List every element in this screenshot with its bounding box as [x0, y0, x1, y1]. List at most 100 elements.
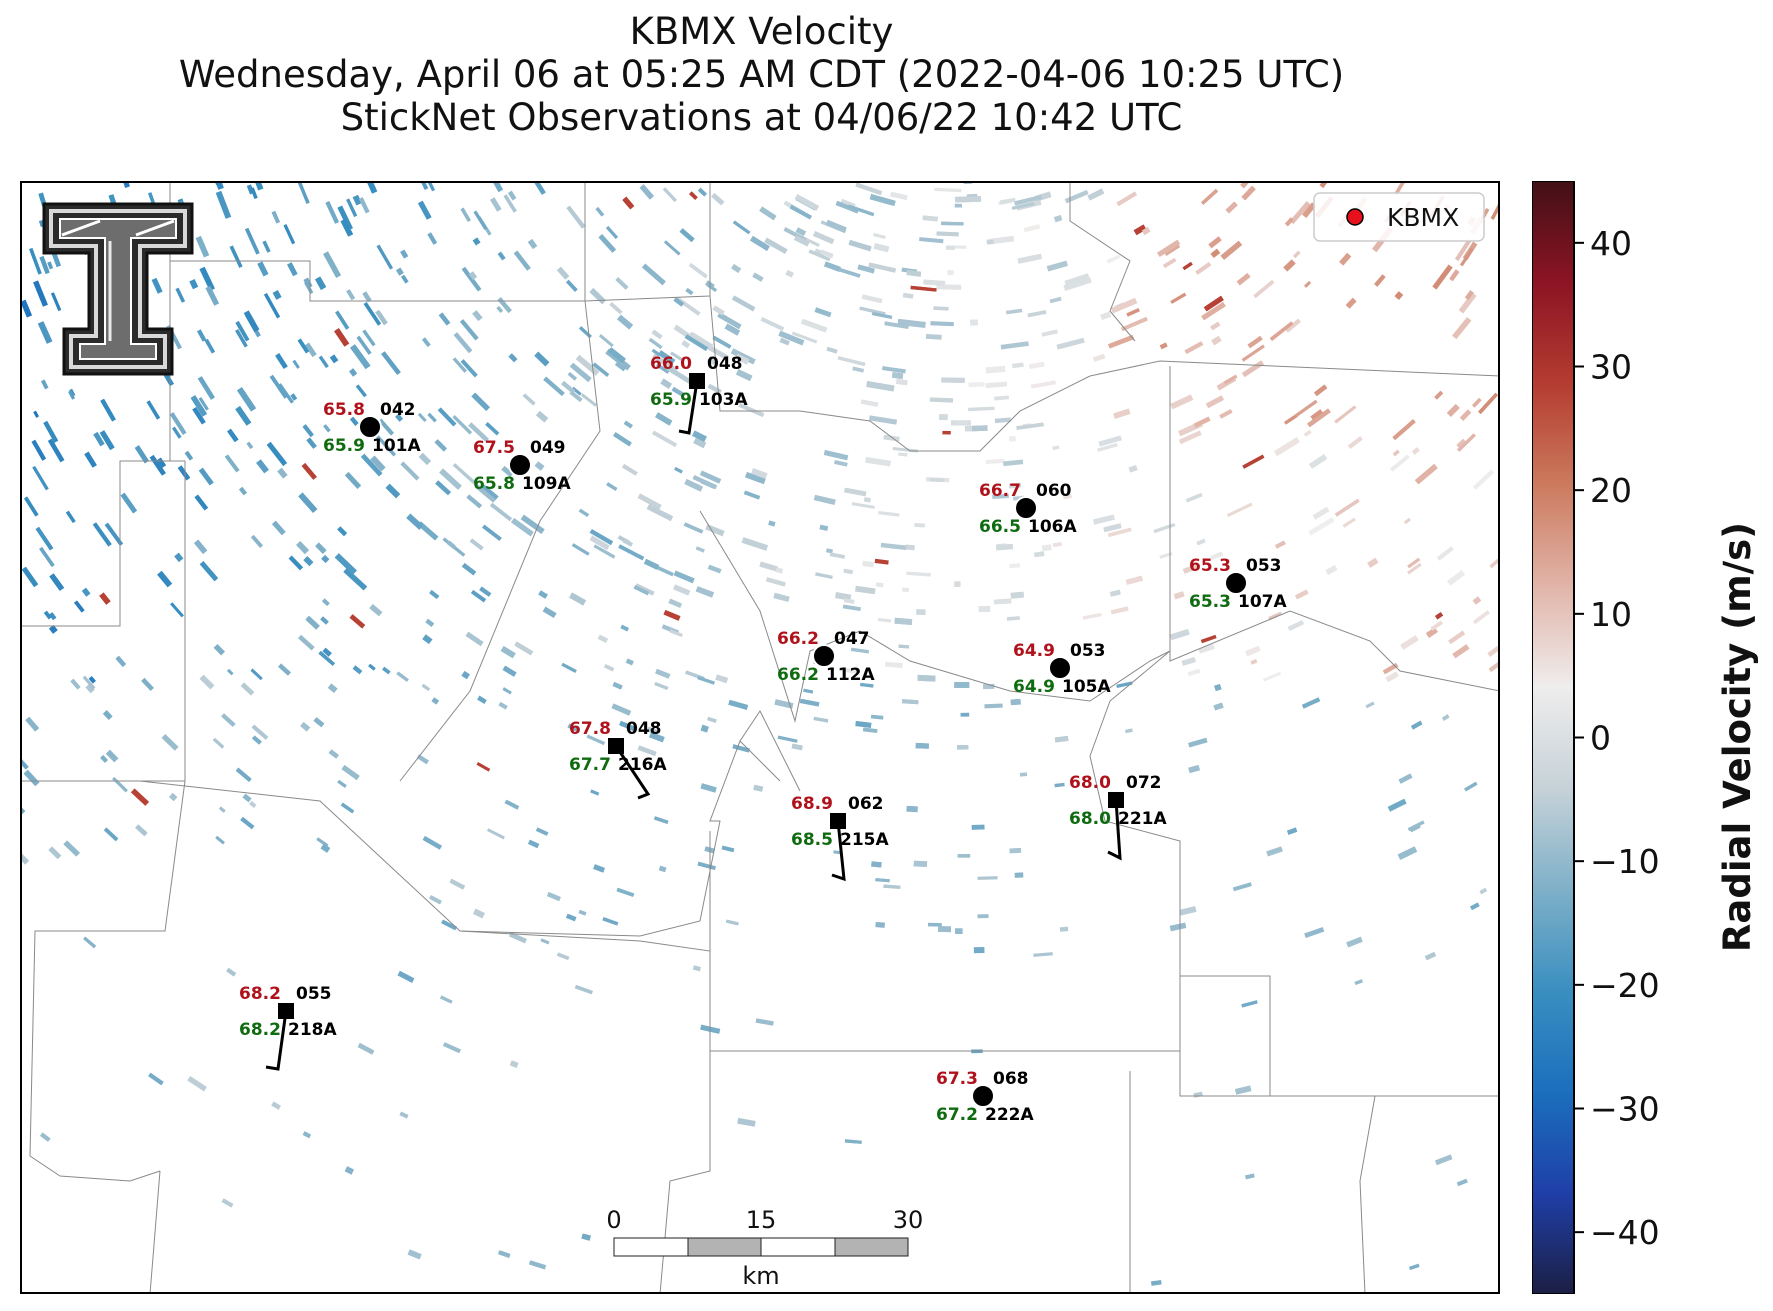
colorbar-tick-label: −30	[1590, 1090, 1660, 1129]
station-107A[interactable]: 65.3 053 65.3 107A	[1189, 556, 1287, 612]
station-temperature: 66.2	[777, 629, 819, 649]
colorbar-gradient	[1532, 181, 1575, 1294]
station-222A[interactable]: 67.3 068 67.2 222A	[936, 1069, 1034, 1125]
scale-label-15: 15	[746, 1206, 777, 1234]
map-frame	[20, 181, 1500, 1294]
colorbar-tick-label: 30	[1590, 348, 1632, 387]
station-square-marker	[608, 738, 624, 754]
wind-barb-icon	[265, 1010, 288, 1071]
station-id: 221A	[1118, 809, 1167, 829]
station-dewpoint: 68.2	[239, 1020, 281, 1040]
sticknet-stations: 65.8 042 65.9 101A 67.5 049 65.8 109A 66.0 048 65.…	[239, 354, 1287, 1125]
station-id: 215A	[840, 830, 889, 850]
station-square-marker	[1108, 792, 1124, 808]
station-221A[interactable]: 68.0 072 68.0 221A	[1069, 773, 1167, 861]
station-id: 105A	[1062, 677, 1111, 697]
station-wind-direction: 048	[626, 719, 662, 739]
legend-frame	[1313, 192, 1485, 242]
station-wind-direction: 053	[1246, 556, 1282, 576]
station-temperature: 64.9	[1013, 641, 1055, 661]
station-wind-direction: 055	[296, 984, 332, 1004]
station-id: 103A	[699, 390, 748, 410]
station-temperature: 67.8	[569, 719, 611, 739]
station-dewpoint: 65.9	[650, 390, 692, 410]
colorbar-tick-label: 10	[1590, 595, 1632, 634]
station-dewpoint: 67.2	[936, 1105, 978, 1125]
station-dewpoint: 65.9	[323, 436, 365, 456]
colorbar-ticks: 40 30 20 10 0 −10 −20 −30 −40	[1574, 224, 1660, 1252]
station-id: 112A	[826, 665, 875, 685]
station-circle-marker	[812, 644, 836, 668]
station-wind-direction: 053	[1070, 641, 1106, 661]
station-temperature: 68.2	[239, 984, 281, 1004]
scale-bar: 0 15 30 km	[606, 1206, 923, 1290]
scale-label-30: 30	[893, 1206, 924, 1234]
title-line-1: KBMX Velocity	[629, 10, 894, 53]
texas-tech-logo	[42, 202, 194, 376]
station-dewpoint: 68.0	[1069, 809, 1111, 829]
station-temperature: 66.0	[650, 354, 692, 374]
station-dewpoint: 66.2	[777, 665, 819, 685]
station-216A[interactable]: 67.8 048 67.7 216A	[569, 719, 667, 800]
station-temperature: 65.3	[1189, 556, 1231, 576]
map-background	[20, 181, 1500, 1294]
station-temperature: 65.8	[323, 400, 365, 420]
title-line-3: StickNet Observations at 04/06/22 10:42 …	[340, 96, 1183, 139]
station-id: 109A	[522, 474, 571, 494]
station-circle-marker	[358, 415, 382, 439]
station-circle-marker	[971, 1084, 995, 1108]
colorbar-tick-label: 40	[1590, 224, 1632, 263]
scale-unit: km	[742, 1262, 779, 1290]
colorbar-tick-label: −10	[1590, 842, 1660, 881]
station-109A[interactable]: 67.5 049 65.8 109A	[473, 438, 571, 494]
station-101A[interactable]: 65.8 042 65.9 101A	[323, 400, 421, 456]
station-112A[interactable]: 66.2 047 66.2 112A	[777, 629, 875, 685]
colorbar-tick-label: −40	[1590, 1213, 1660, 1252]
station-wind-direction: 062	[848, 794, 884, 814]
station-dewpoint: 65.8	[473, 474, 515, 494]
station-square-marker	[689, 373, 705, 389]
station-square-marker	[278, 1003, 294, 1019]
station-temperature: 67.3	[936, 1069, 978, 1089]
title-line-2: Wednesday, April 06 at 05:25 AM CDT (202…	[178, 53, 1345, 96]
colorbar-label: Radial Velocity (m/s)	[1716, 522, 1759, 952]
station-id: 107A	[1238, 592, 1287, 612]
station-circle-marker	[1014, 496, 1038, 520]
station-106A[interactable]: 66.7 060 66.5 106A	[979, 481, 1077, 537]
station-temperature: 68.9	[791, 794, 833, 814]
station-wind-direction: 047	[834, 629, 870, 649]
wind-barb-icon	[614, 745, 651, 800]
station-dewpoint: 64.9	[1013, 677, 1055, 697]
radar-map[interactable]: 65.8 042 65.9 101A 67.5 049 65.8 109A 66.0 048 65.…	[20, 181, 1500, 1294]
figure-title: KBMX Velocity Wednesday, April 06 at 05:…	[0, 10, 1523, 139]
station-218A[interactable]: 68.2 055 68.2 218A	[239, 984, 337, 1071]
station-dewpoint: 66.5	[979, 517, 1021, 537]
legend: KBMX	[1313, 192, 1485, 242]
station-wind-direction: 048	[707, 354, 743, 374]
station-temperature: 67.5	[473, 438, 515, 458]
wind-barb-icon	[831, 820, 846, 882]
station-id: 218A	[288, 1020, 337, 1040]
county-boundaries	[20, 181, 1500, 1294]
station-103A[interactable]: 66.0 048 65.9 103A	[650, 354, 748, 435]
station-wind-direction: 060	[1036, 481, 1072, 501]
station-id: 101A	[372, 436, 421, 456]
station-temperature: 68.0	[1069, 773, 1111, 793]
station-wind-direction: 042	[380, 400, 416, 420]
legend-label: KBMX	[1387, 203, 1459, 232]
station-105A[interactable]: 64.9 053 64.9 105A	[1013, 641, 1111, 697]
station-wind-direction: 049	[530, 438, 566, 458]
station-id: 216A	[618, 755, 667, 775]
station-square-marker	[830, 813, 846, 829]
scale-label-0: 0	[606, 1206, 621, 1234]
station-dewpoint: 68.5	[791, 830, 833, 850]
colorbar-tick-label: −20	[1590, 966, 1660, 1005]
station-temperature: 66.7	[979, 481, 1021, 501]
wind-barb-icon	[678, 380, 699, 435]
station-215A[interactable]: 68.9 062 68.5 215A	[791, 794, 889, 882]
colorbar-tick-label: 0	[1590, 719, 1611, 758]
colorbar-tick-label: 20	[1590, 471, 1632, 510]
station-id: 106A	[1028, 517, 1077, 537]
wind-barb-icon	[1107, 799, 1122, 861]
kbmx-marker-icon	[1346, 208, 1364, 226]
